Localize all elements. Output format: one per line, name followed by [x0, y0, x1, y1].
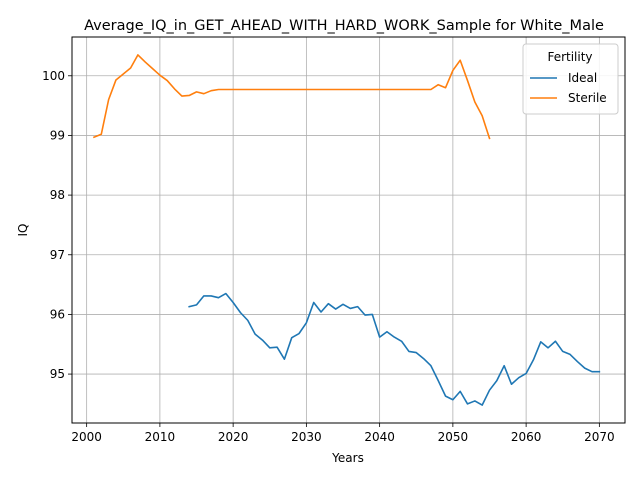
legend-title: Fertility — [547, 50, 592, 64]
y-tick-label: 97 — [50, 248, 65, 262]
series-line-sterile — [92, 54, 491, 140]
legend-label-ideal: Ideal — [568, 71, 597, 85]
x-tick-label: 2030 — [291, 430, 322, 444]
legend-box — [522, 43, 619, 115]
y-axis-label: IQ — [16, 224, 30, 237]
y-tick-label: 100 — [42, 69, 65, 83]
legend: Fertility Ideal Sterile — [522, 43, 619, 115]
legend-label-sterile: Sterile — [568, 91, 607, 105]
y-tick-label: 99 — [50, 128, 65, 142]
x-tick-label: 2060 — [511, 430, 542, 444]
x-tick-label: 2010 — [145, 430, 176, 444]
y-tick-label: 96 — [50, 307, 65, 321]
x-tick-label: 2000 — [71, 430, 102, 444]
y-tick-label: 95 — [50, 367, 65, 381]
x-tick-label: 2020 — [218, 430, 249, 444]
y-tick-label: 98 — [50, 188, 65, 202]
x-tick-label: 2040 — [364, 430, 395, 444]
x-tick-label: 2070 — [584, 430, 615, 444]
x-tick-label: 2050 — [438, 430, 469, 444]
plot-frame — [71, 36, 626, 424]
axis-ticks: 2000 2010 2020 2030 2040 2050 2060 2070 95 96 97 98… — [42, 69, 615, 444]
series-line-ideal — [188, 292, 601, 406]
chart-title: Average_IQ_in_GET_AHEAD_WITH_HARD_WORK_S… — [84, 18, 604, 34]
x-axis-label: Years — [331, 451, 364, 465]
series-lines — [92, 54, 601, 406]
